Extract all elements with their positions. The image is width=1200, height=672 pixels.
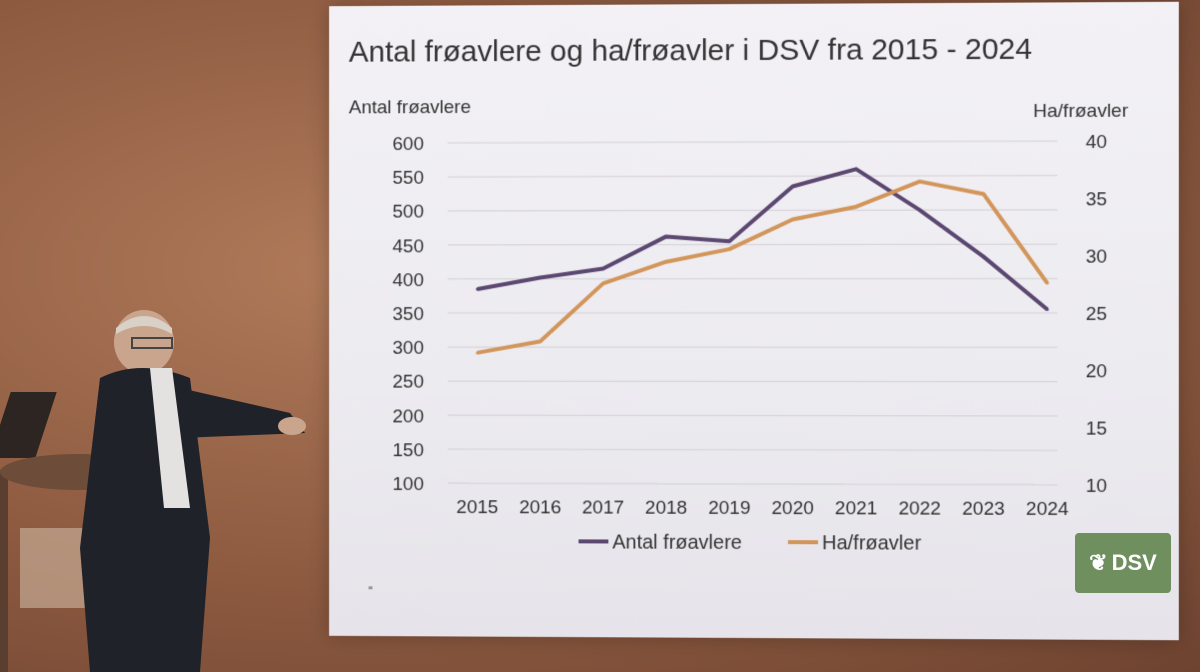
x-tick-label: 2021 — [835, 498, 877, 519]
gridline — [448, 141, 1058, 143]
right-tick-label: 25 — [1086, 304, 1107, 325]
x-tick-label: 2022 — [899, 498, 941, 519]
gridlines — [448, 141, 1058, 485]
gridline — [448, 175, 1058, 176]
left-tick-label: 200 — [393, 406, 424, 427]
dsv-logo: ❦ DSV — [1075, 533, 1171, 593]
x-tick-label: 2024 — [1026, 499, 1069, 520]
projection-screen: Antal frøavlere og ha/frøavler i DSV fra… — [329, 2, 1179, 640]
data-point — [539, 340, 542, 343]
x-tick-label: 2017 — [582, 497, 624, 518]
data-point — [476, 288, 479, 291]
gridline — [448, 381, 1058, 382]
wheat-sprig-icon: ❦ — [1089, 550, 1107, 576]
x-tick-label: 2020 — [772, 498, 814, 519]
data-point — [728, 248, 731, 251]
right-tick-label: 40 — [1086, 132, 1107, 153]
x-tick-label: 2015 — [456, 497, 498, 518]
left-axis-label: Antal frøavlere — [349, 97, 471, 118]
right-tick-label: 15 — [1086, 418, 1107, 439]
right-tick-label: 10 — [1086, 476, 1107, 497]
data-point — [982, 192, 985, 195]
series-line-2 — [477, 181, 1047, 353]
data-point — [1046, 282, 1049, 285]
series-lines — [476, 167, 1049, 354]
logo-text: DSV — [1112, 550, 1157, 576]
gridline — [448, 483, 1058, 485]
left-tick-label: 450 — [393, 236, 424, 257]
x-axis-ticks: 2015 2016 2017 2018 2019 2020 2021 2022 2023 2024 — [456, 497, 1068, 520]
left-tick-label: 150 — [393, 440, 424, 461]
data-point — [791, 185, 794, 188]
left-axis-ticks: 600 550 500 450 400 350 300 250 200 150 100 — [393, 134, 424, 495]
gridline — [448, 415, 1058, 416]
x-tick-label: 2019 — [708, 498, 750, 519]
slide-marker — [369, 586, 373, 589]
data-point — [665, 235, 668, 238]
data-point — [791, 218, 794, 221]
left-tick-label: 350 — [393, 304, 424, 325]
gridline — [448, 210, 1058, 211]
data-point — [918, 209, 921, 212]
podium-stem — [0, 470, 8, 672]
x-tick-label: 2023 — [962, 499, 1005, 520]
data-point — [665, 260, 668, 263]
legend-label: Ha/frøavler — [822, 532, 922, 554]
data-point — [1046, 308, 1049, 311]
left-tick-label: 250 — [393, 372, 424, 393]
right-axis-label: Ha/frøavler — [1033, 101, 1128, 123]
right-tick-label: 35 — [1086, 189, 1107, 210]
data-point — [918, 180, 921, 183]
left-tick-label: 550 — [393, 168, 424, 189]
x-tick-label: 2016 — [519, 497, 561, 518]
left-tick-label: 100 — [393, 474, 424, 495]
data-point — [602, 267, 605, 270]
right-axis-ticks: 40 35 30 25 20 15 10 — [1086, 132, 1107, 497]
data-point — [728, 240, 731, 243]
chart-title: Antal frøavlere og ha/frøavler i DSV fra… — [349, 33, 1032, 69]
presenter — [80, 308, 310, 672]
left-tick-label: 300 — [393, 338, 424, 359]
line-chart: Antal frøavlere og ha/frøavler i DSV fra… — [329, 2, 1179, 640]
x-tick-label: 2018 — [645, 498, 687, 519]
right-tick-label: 30 — [1086, 247, 1107, 268]
left-tick-label: 600 — [393, 134, 424, 155]
data-point — [982, 255, 985, 258]
legend: Antal frøavlere Ha/frøavler — [579, 531, 922, 554]
data-point — [602, 282, 605, 285]
data-point — [539, 276, 542, 279]
data-point — [855, 205, 858, 208]
gridline — [448, 449, 1058, 450]
data-point — [855, 168, 858, 171]
legend-label: Antal frøavlere — [612, 531, 742, 554]
left-tick-label: 400 — [393, 270, 424, 291]
data-point — [476, 351, 479, 354]
right-tick-label: 20 — [1086, 361, 1107, 382]
left-tick-label: 500 — [393, 202, 424, 223]
